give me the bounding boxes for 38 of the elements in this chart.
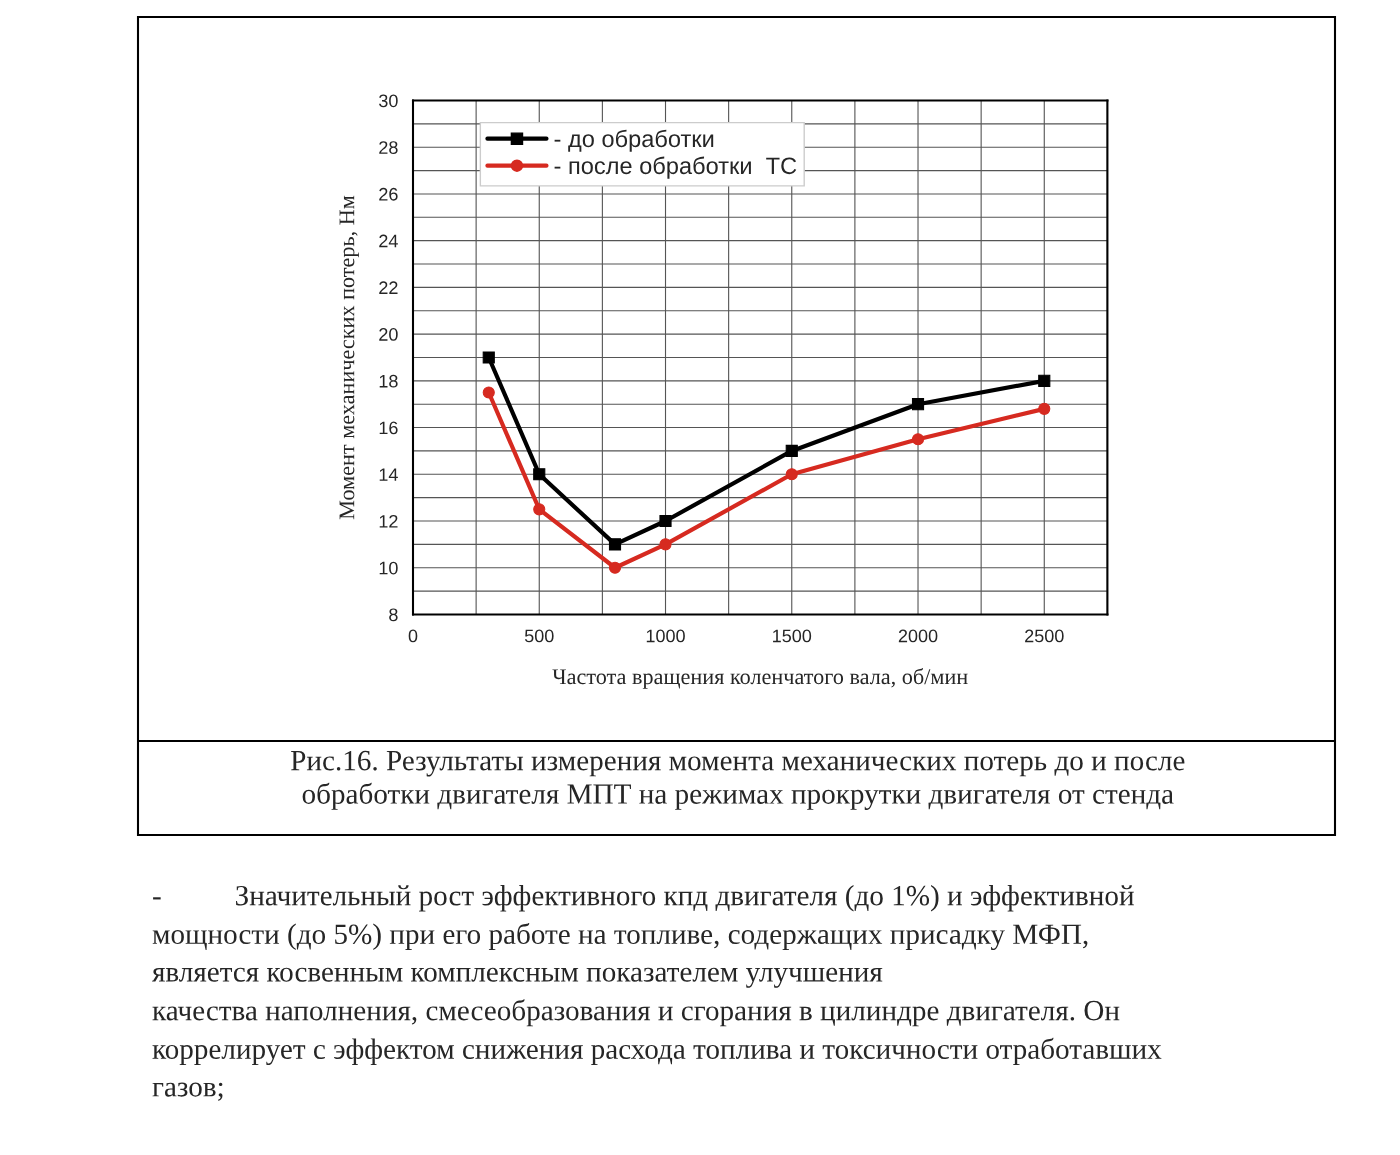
y-tick-label: 12 [379,514,398,528]
y-tick-label: 22 [379,281,398,294]
y-axis-title: Момент механических потерь, Нм [339,195,359,520]
y-tick-label: 28 [379,141,398,154]
x-tick-label: 2000 [898,629,938,643]
x-tick-label: 500 [524,629,554,643]
point [1038,402,1051,415]
point [659,538,672,551]
point [1038,374,1051,387]
y-tick-label: 30 [379,94,398,108]
point [482,386,495,399]
x-tick-label: 0 [408,629,418,643]
y-tick-label: 24 [379,234,398,248]
text: Рис.16. Результаты измерения момента механических потерь до и после обработки двигателя МПТ на режимах прокрутки двигателя от стенда [291,750,1185,810]
x-tick-label: 1500 [773,629,812,643]
y-tick-label: 8 [389,608,398,622]
point [785,444,798,457]
text: - Значительный рост эффективного кпд двигателя (до 1%) и эффективной мощности (до 5%) при его работе на топливе, содержащих присадку МФП, является косвенным комплексным показателем улучшения качества наполнения, смесеобразования и сгорания в цилиндре двигателя. Он коррелирует с эффектом снижения расхода топлива и токсичности отработавших газов; [152,885,1162,1101]
x-axis-title: Частота вращения коленчатого вала, об/мин [552,668,968,689]
y-tick-label: 18 [379,374,398,388]
point [482,351,495,364]
legend-label: - до обработки [554,129,714,152]
point [911,433,925,446]
point [533,468,546,481]
point [533,503,546,516]
point [659,514,672,528]
y-tick-label: 10 [379,561,398,575]
x-tick-label: 1000 [646,629,685,643]
x-tick-label: 2500 [1025,629,1064,643]
y-tick-label: 20 [379,328,398,341]
point [911,398,925,411]
y-tick-label: 26 [379,187,398,201]
point [608,561,622,574]
y-tick-label: 14 [379,468,398,481]
point [608,538,622,551]
point [785,468,798,481]
y-tick-label: 16 [379,421,398,435]
legend-label: - после обработки ТС [554,156,797,179]
